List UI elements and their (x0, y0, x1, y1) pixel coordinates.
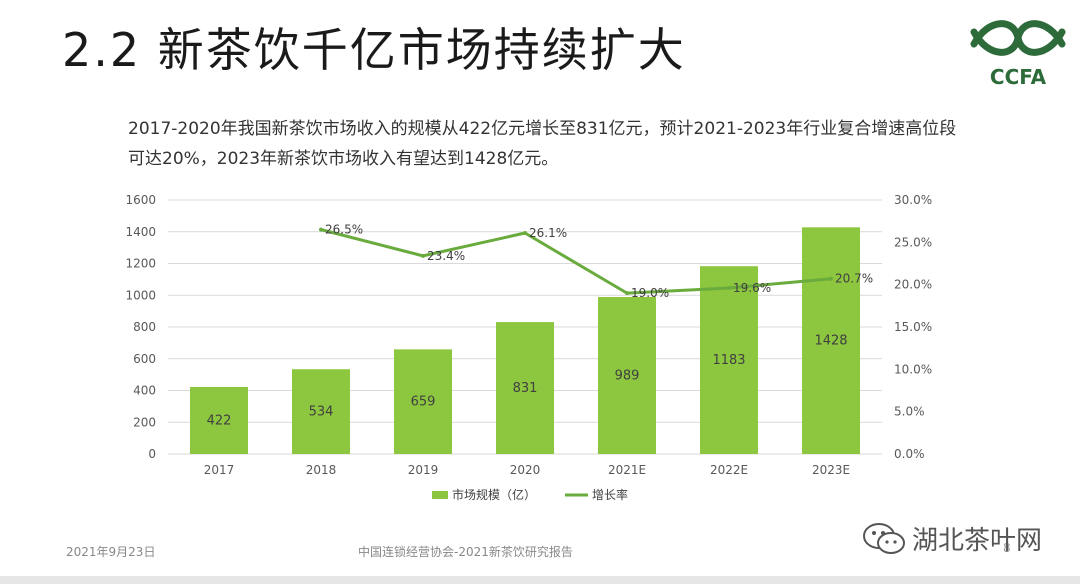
bar (292, 369, 350, 454)
bar (394, 349, 452, 454)
growth-value-label: 26.1% (529, 226, 567, 240)
y-right-tick-label: 30.0% (894, 193, 932, 207)
x-tick-label: 2018 (306, 463, 337, 477)
y-right-tick-label: 0.0% (894, 447, 925, 461)
footer-date: 2021年9月23日 (66, 545, 156, 559)
legend-bar-swatch (432, 491, 448, 499)
growth-point (523, 231, 527, 236)
y-left-tick-label: 1200 (125, 257, 156, 271)
x-tick-label: 2019 (408, 463, 439, 477)
page-title: 2.2 新茶饮千亿市场持续扩大 (62, 23, 686, 77)
y-left-tick-label: 1400 (125, 225, 156, 239)
growth-point (421, 253, 425, 258)
bar-value-label: 831 (513, 381, 538, 396)
bar-value-label: 1183 (712, 353, 745, 368)
page-number: 8 (1003, 541, 1011, 555)
wechat-icon (863, 522, 905, 554)
bar-value-label: 989 (615, 368, 640, 383)
bar-value-label: 1428 (814, 334, 847, 349)
y-left-tick-label: 800 (133, 320, 156, 334)
y-left-tick-label: 1600 (125, 193, 156, 207)
y-left-tick-label: 1000 (125, 288, 156, 302)
bar-value-label: 659 (411, 395, 436, 410)
bar-value-label: 534 (309, 405, 334, 420)
logo-text: CCFA (990, 65, 1047, 89)
x-tick-label: 2020 (510, 463, 541, 477)
growth-point (625, 291, 629, 296)
growth-value-label: 19.6% (733, 281, 771, 295)
bar (700, 266, 758, 454)
watermark-text: 湖北茶叶网 (912, 526, 1043, 556)
bar (496, 322, 554, 454)
y-right-tick-label: 15.0% (894, 320, 932, 334)
x-tick-label: 2017 (204, 463, 235, 477)
growth-value-label: 19.0% (631, 286, 669, 300)
y-left-tick-label: 600 (133, 352, 156, 366)
growth-value-label: 26.5% (325, 223, 363, 237)
y-left-tick-label: 400 (133, 384, 156, 398)
subtitle: 2017-2020年我国新茶饮市场收入的规模从422亿元增长至831亿元，预计2… (128, 119, 957, 169)
y-right-tick-label: 10.0% (894, 362, 932, 376)
bar (190, 387, 248, 454)
x-tick-label: 2023E (812, 463, 850, 477)
growth-point (319, 227, 323, 232)
y-right-tick-label: 25.0% (894, 235, 932, 249)
footer-source: 中国连锁经营协会-2021新茶饮研究报告 (358, 545, 573, 559)
legend-bar-label: 市场规模（亿） (452, 487, 536, 502)
bar (802, 227, 860, 454)
y-left-tick-label: 0 (148, 447, 156, 461)
legend-line-label: 增长率 (592, 487, 628, 502)
y-right-tick-label: 20.0% (894, 278, 932, 292)
y-right-tick-label: 5.0% (894, 405, 925, 419)
x-tick-label: 2022E (710, 463, 748, 477)
ccfa-logo-icon: CCFA (970, 20, 1066, 89)
watermark: 湖北茶叶网 (862, 520, 1042, 557)
growth-point (727, 286, 731, 291)
growth-chart: 0 200 400 600 800 1000 1200 1400 1600 0.0% 5.0% 10.… (125, 193, 932, 502)
bar (598, 296, 656, 454)
growth-line (320, 228, 832, 295)
growth-value-label: 23.4% (427, 249, 465, 263)
x-tick-label: 2021E (608, 463, 646, 477)
growth-point (829, 276, 833, 281)
y-left-tick-label: 200 (133, 415, 156, 429)
growth-value-label: 20.7% (835, 272, 873, 286)
footer-divider (0, 576, 1080, 584)
bar-value-label: 422 (207, 414, 232, 429)
